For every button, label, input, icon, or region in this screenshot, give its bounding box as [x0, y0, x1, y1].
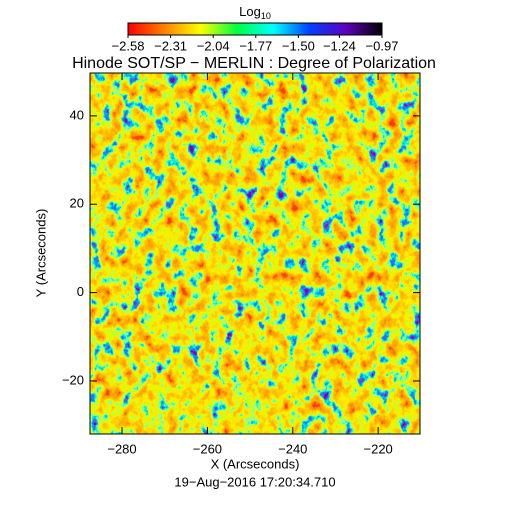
colorbar-tick-label: −1.24	[323, 38, 356, 53]
y-tick-label: 0	[77, 284, 84, 299]
x-tick-label: −240	[278, 441, 307, 456]
colorbar-tick-label: −0.97	[366, 38, 399, 53]
colorbar-tick-label: −2.58	[112, 38, 145, 53]
x-axis-label: X (Arcseconds)	[211, 456, 300, 471]
y-axis-label: Y (Arcseconds)	[33, 209, 48, 298]
colorbar-label: Log10	[239, 4, 271, 21]
colorbar-tick-label: −2.31	[154, 38, 187, 53]
x-tick-label: −260	[193, 441, 222, 456]
colorbar-tick-label: −1.77	[239, 38, 272, 53]
colorbar	[127, 22, 383, 36]
colorbar-tick-label: −2.04	[197, 38, 230, 53]
y-tick-label: 20	[70, 196, 84, 211]
x-tick-label: −220	[364, 441, 393, 456]
y-tick-label: −20	[62, 372, 84, 387]
chart-title: Hinode SOT/SP − MERLIN : Degree of Polar…	[72, 55, 436, 72]
footer-date: 19−Aug−2016 17:20:34.710	[174, 474, 335, 489]
plot-frame	[89, 72, 421, 435]
colorbar-label-main: Log	[239, 4, 261, 19]
heatmap-image	[90, 73, 420, 434]
colorbar-label-sub: 10	[261, 11, 271, 21]
colorbar-tick-label: −1.50	[282, 38, 315, 53]
x-tick-label: −280	[107, 441, 136, 456]
y-tick-label: 40	[70, 107, 84, 122]
